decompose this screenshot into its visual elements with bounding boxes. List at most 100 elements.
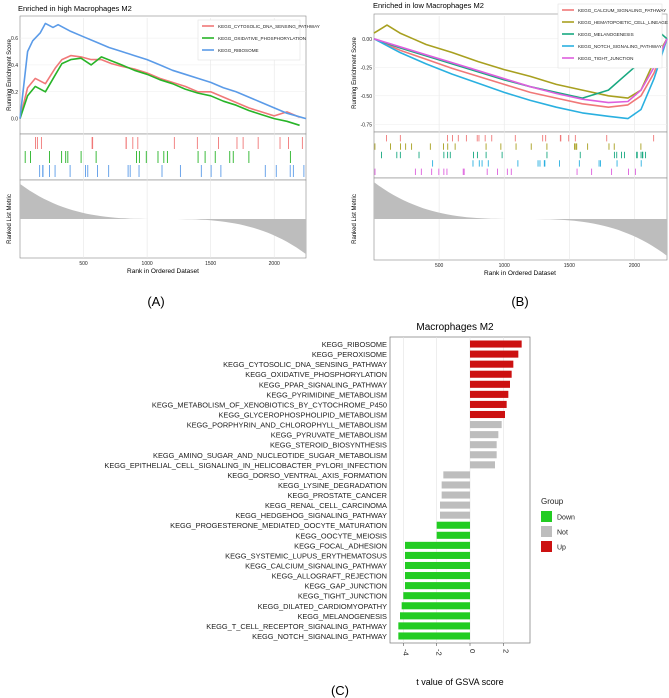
bar-kegg-focal-adhesion [405,541,470,549]
panel-c-legend-swatch-down [541,511,552,522]
panel-b-title: Enriched in low Macrophages M2 [373,1,484,10]
bar-kegg-tight-junction [403,592,470,600]
b-es-line-4 [373,38,668,104]
category-label-18: KEGG_PROGESTERONE_MEDIATED_OOCYTE_MATURA… [170,521,387,530]
panel-a-hits-frame [19,133,307,181]
b-es-line-0 [373,38,668,108]
panel-c-legend-swatch-up [541,541,552,552]
bar-kegg-calcium-signaling-pathway [405,561,470,570]
category-label-28: KEGG_T_CELL_RECEPTOR_SIGNALING_PATHWAY [206,622,387,631]
bar-kegg-prostate-cancer [441,491,470,499]
b-xtick-label-2: 1500 [564,263,575,269]
category-label-3: KEGG_OXIDATIVE_PHOSPHORYLATION [245,370,387,379]
panel-c-xtick-label-0: -4 [401,649,410,656]
bar-kegg-peroxisome [470,350,519,358]
panel-c-bar-chart: Macrophages M2 KEGG_RIBOSOMEKEGG_PEROXIS… [104,322,575,698]
a-es-line-1 [19,56,300,127]
bar-kegg-ribosome [470,340,522,348]
category-label-1: KEGG_PEROXISOME [312,350,387,359]
b-legend-label-1: KEGG_HEMATOPOIETIC_CELL_LINEAGE [578,20,668,25]
bar-kegg-steroid-biosynthesis [470,441,497,449]
category-label-26: KEGG_DILATED_CARDIOMYOPATHY [258,602,387,611]
panel-c-legend-title: Group [541,497,564,506]
category-label-12: KEGG_EPITHELIAL_CELL_SIGNALING_IN_HELICO… [104,461,387,470]
bar-kegg-cytosolic-dna-sensing-pathway [470,360,514,368]
panel-c-xlabel: t value of GSVA score [416,677,503,687]
bar-kegg-amino-sugar-and-nucleotide-sugar-metabolism [470,451,497,459]
bar-kegg-lysine-degradation [441,481,470,489]
bar-kegg-dorso-ventral-axis-formation [443,471,470,479]
a-ytick-label-0: 0.0 [11,117,18,123]
bar-kegg-hedgehog-signaling-pathway [440,511,470,519]
b-xtick-label-1: 1000 [499,263,510,269]
b-es-line-1 [373,24,668,99]
bar-kegg-porphyrin-and-chlorophyll-metabolism [470,421,502,429]
b-legend-label-4: KEGG_TIGHT_JUNCTION [578,56,633,61]
category-label-6: KEGG_METABOLISM_OF_XENOBIOTICS_BY_CYTOCH… [152,400,387,409]
category-label-14: KEGG_LYSINE_DEGRADATION [278,481,387,490]
category-label-27: KEGG_MELANOGENESIS [297,612,387,621]
panel-c-xtick-label-3: 2 [501,649,510,653]
category-label-23: KEGG_ALLOGRAFT_REJECTION [272,572,387,581]
b-ranked-metric-area [374,182,667,256]
category-label-24: KEGG_GAP_JUNCTION [304,582,387,591]
bar-kegg-systemic-lupus-erythematosus [405,551,470,559]
a-xtick-label-1: 1000 [142,261,153,267]
category-label-11: KEGG_AMINO_SUGAR_AND_NUCLEOTIDE_SUGAR_ME… [153,451,387,460]
a-ytick-label-3: 0.6 [11,36,18,42]
bar-kegg-allograft-rejection [405,572,470,580]
a-xtick-label-2: 1500 [205,261,216,267]
panel-a-xlabel: Rank in Ordered Dataset [127,268,199,275]
panel-c-xtick-label-1: -2 [435,649,444,656]
bar-kegg-notch-signaling-pathway [398,632,470,640]
bar-kegg-pyrimidine-metabolism [470,390,509,398]
category-label-8: KEGG_PORPHYRIN_AND_CHLOROPHYLL_METABOLIS… [187,421,387,430]
category-label-9: KEGG_PYRUVATE_METABOLISM [271,431,387,440]
bar-kegg-oxidative-phosphorylation [470,370,512,378]
category-label-10: KEGG_STEROID_BIOSYNTHESIS [270,441,387,450]
panel-c-label: (C) [331,683,349,698]
a-legend-box [197,19,301,61]
b-ytick-label-0: 0.00 [362,37,372,43]
bar-kegg-melanogenesis [400,612,470,620]
panel-c-xtick-label-2: 0 [468,649,477,653]
bar-kegg-ppar-signaling-pathway [470,380,510,388]
bar-kegg-pyruvate-metabolism [470,431,499,439]
category-label-17: KEGG_HEDGEHOG_SIGNALING_PATHWAY [235,511,387,520]
b-ytick-label-2: -0.50 [361,94,373,100]
bar-kegg-oocyte-meiosis [436,531,470,539]
bar-kegg-epithelial-cell-signaling-in-helicobacter-pylori-infection [470,461,495,469]
b-legend-label-3: KEGG_NOTCH_SIGNALING_PATHWAY [578,44,662,49]
panel-b-ylabel-metric: Ranked List Metric [352,194,358,244]
category-label-5: KEGG_PYRIMIDINE_METABOLISM [266,390,387,399]
a-xtick-label-0: 500 [79,261,88,267]
panel-c-legend-label-2: Up [557,545,566,552]
panel-a-ylabel-es: Running Enrichment Score [7,38,13,110]
bar-kegg-metabolism-of-xenobiotics-by-cytochrome-p450 [470,400,507,408]
category-label-0: KEGG_RIBOSOME [322,340,387,349]
category-label-22: KEGG_CALCIUM_SIGNALING_PATHWAY [245,562,387,571]
b-legend-label-0: KEGG_CALCIUM_SIGNALING_PATHWAY [578,8,666,13]
panel-b-ylabel-es: Running Enrichment Score [352,36,358,108]
category-label-20: KEGG_FOCAL_ADHESION [294,541,387,550]
category-label-7: KEGG_GLYCEROPHOSPHOLIPID_METABOLISM [218,411,387,420]
category-label-13: KEGG_DORSO_VENTRAL_AXIS_FORMATION [227,471,387,480]
category-label-25: KEGG_TIGHT_JUNCTION [298,592,387,601]
panel-c-title: Macrophages M2 [416,322,494,333]
panel-c-plot-frame [389,336,531,644]
category-label-21: KEGG_SYSTEMIC_LUPUS_ERYTHEMATOSUS [225,551,387,560]
a-ytick-label-1: 0.2 [11,90,18,96]
bar-kegg-gap-junction [405,582,470,590]
b-ytick-label-3: -0.75 [361,122,373,128]
panel-a-gsea-plot: Enriched in high Macrophages M2 0.0 0.2 0.… [7,4,320,309]
bar-kegg-t-cell-receptor-signaling-pathway [398,622,470,630]
b-legend-label-2: KEGG_MELANOGENESIS [578,32,634,37]
panel-b-gsea-plot: Enriched in low Macrophages M2 0.00 -0.25… [352,1,668,309]
bar-kegg-renal-cell-carcinoma [440,501,470,509]
category-label-2: KEGG_CYTOSOLIC_DNA_SENSING_PATHWAY [223,360,387,369]
b-ytick-label-1: -0.25 [361,65,373,71]
a-legend-label-2: KEGG_RIBOSOME [218,48,259,53]
a-legend-label-0: KEGG_CYTOSOLIC_DNA_SENSING_PATHWAY [218,24,320,29]
panel-c-legend-label-1: Not [557,530,568,537]
